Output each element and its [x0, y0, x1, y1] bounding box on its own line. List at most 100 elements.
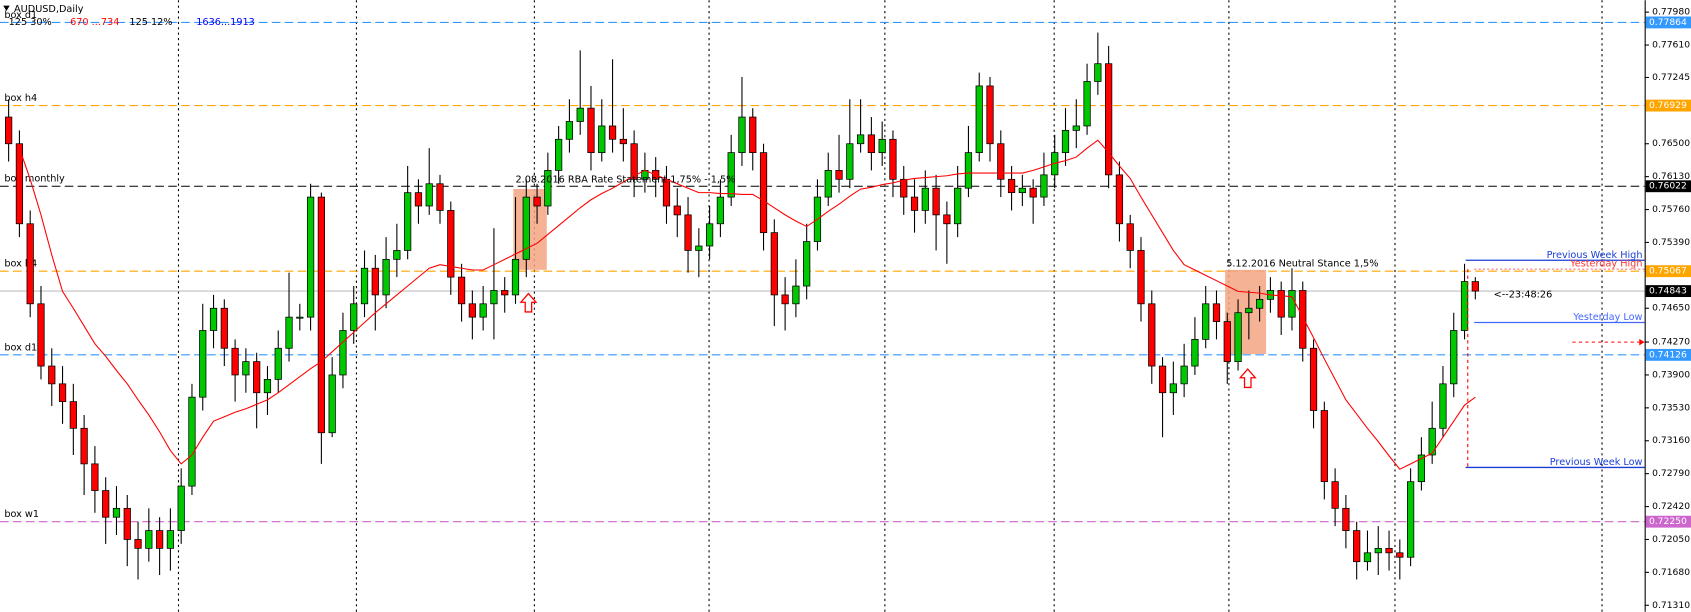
- info-text: 1636...1913: [196, 17, 255, 28]
- candle-body: [69, 401, 77, 429]
- candle-body: [328, 374, 336, 434]
- candle-body: [727, 152, 735, 198]
- y-tick-label: 0.77980: [1652, 7, 1690, 18]
- candle-body: [867, 134, 875, 154]
- candle-body: [846, 143, 854, 180]
- level-name: box w1: [4, 509, 39, 520]
- candle-body: [1115, 174, 1124, 225]
- candle-body: [112, 507, 121, 518]
- candle-body: [360, 267, 369, 305]
- info-text: 125 12%: [129, 17, 172, 28]
- y-tick-label: 0.77245: [1652, 72, 1690, 83]
- candle-body: [943, 214, 951, 225]
- candle-body: [350, 303, 358, 331]
- candle-body: [533, 196, 541, 207]
- candle-body: [1385, 547, 1393, 554]
- candle-body: [619, 138, 627, 145]
- candle-body: [900, 178, 908, 198]
- candle-body: [123, 507, 131, 540]
- candle-body: [134, 539, 142, 549]
- candle-body: [781, 294, 789, 305]
- candle-body: [15, 143, 24, 225]
- candle-body: [166, 530, 175, 549]
- candle-body: [749, 116, 757, 154]
- y-tick-label: 0.76130: [1652, 171, 1690, 182]
- candle-body: [1406, 481, 1415, 558]
- candle-body: [1277, 290, 1285, 318]
- level-price-box: [1645, 16, 1691, 29]
- candle-body: [263, 379, 272, 394]
- candle-body: [889, 138, 897, 180]
- candle-body: [447, 210, 455, 278]
- level-price-label: 0.77864: [1649, 17, 1687, 28]
- candle-body: [501, 290, 509, 296]
- candle-body: [1320, 410, 1328, 483]
- candle-body: [986, 85, 994, 145]
- candle-body: [1331, 481, 1339, 509]
- candle-body: [414, 192, 423, 207]
- candle-body: [1256, 298, 1264, 309]
- candle-body: [393, 250, 401, 260]
- y-tick-label: 0.71680: [1652, 567, 1690, 578]
- event-arrow: [519, 292, 538, 313]
- candle-body: [91, 463, 99, 491]
- candle-body: [155, 530, 164, 549]
- bar-close-arrowhead: [1639, 338, 1645, 346]
- level-price-label: 0.76022: [1649, 181, 1687, 192]
- candle-body: [274, 347, 282, 380]
- candle-body: [684, 214, 692, 251]
- candle-body: [770, 232, 778, 296]
- candle-body: [921, 187, 929, 211]
- level-price-label: 0.76929: [1649, 100, 1687, 111]
- candle-body: [1180, 365, 1188, 385]
- candle-body: [1428, 427, 1436, 456]
- candle-body: [706, 223, 714, 247]
- range-label: Previous Week Low: [1550, 457, 1643, 468]
- candle-body: [803, 241, 811, 287]
- candle-body: [1245, 307, 1253, 314]
- candle-body: [220, 307, 228, 349]
- y-tick-label: 0.76500: [1652, 138, 1690, 149]
- candle-body: [910, 196, 919, 211]
- level-name: box monthly: [4, 174, 65, 185]
- timer: <--23:48:26: [1494, 289, 1553, 300]
- candle-body: [209, 307, 218, 331]
- candle-body: [1061, 130, 1070, 154]
- range-label: Previous Week High: [1547, 250, 1643, 261]
- candle-body: [738, 116, 746, 154]
- candle-body: [1417, 454, 1426, 483]
- candle-body: [1126, 223, 1134, 251]
- level-name: box d1: [4, 342, 37, 353]
- candle-body: [1202, 303, 1210, 340]
- range-label: Yesterday Low: [1572, 312, 1642, 323]
- candle-body: [856, 134, 865, 145]
- candle-body: [382, 258, 390, 296]
- candle-body: [1094, 63, 1102, 82]
- event-label: 2.08.2016 RBA Rate Statement 1,75% - 1,5…: [515, 174, 735, 185]
- candle-body: [1353, 530, 1361, 563]
- candle-body: [608, 125, 617, 140]
- candle-body: [673, 205, 681, 216]
- y-tick-label: 0.77610: [1652, 40, 1690, 51]
- candle-body: [1191, 338, 1199, 367]
- candle-body: [792, 285, 800, 305]
- candle-body: [1288, 290, 1296, 318]
- level-name: box h4: [4, 93, 37, 104]
- candle-body: [317, 196, 325, 434]
- candle-body: [1363, 552, 1372, 563]
- candle-body: [1342, 507, 1350, 531]
- levels-layer: box d1 box h4 box monthly box h4 box d1 box w…: [0, 10, 1645, 523]
- candle-body: [37, 303, 45, 367]
- level-price-box: [1645, 99, 1691, 112]
- candle-body: [1007, 178, 1016, 194]
- candle-body: [954, 187, 962, 225]
- candle-body: [1299, 290, 1307, 349]
- candle-body: [231, 347, 239, 376]
- candle-body: [716, 196, 725, 225]
- candle-body: [404, 192, 412, 251]
- candle-body: [1309, 347, 1318, 411]
- candle-body: [598, 125, 606, 154]
- candle-body: [576, 107, 584, 122]
- candle-body: [1018, 187, 1026, 194]
- chart-title: AUDUSD,Daily: [14, 4, 84, 15]
